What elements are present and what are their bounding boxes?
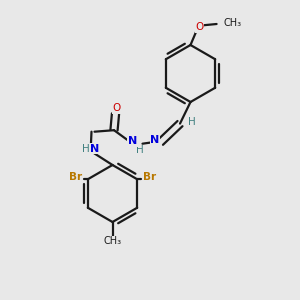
Text: O: O <box>195 22 204 32</box>
Text: N: N <box>128 136 137 146</box>
Text: CH₃: CH₃ <box>223 18 241 28</box>
Text: N: N <box>151 135 160 145</box>
Text: CH₃: CH₃ <box>103 236 122 247</box>
Text: H: H <box>188 117 196 127</box>
Text: H: H <box>136 145 144 155</box>
Text: Br: Br <box>69 172 82 182</box>
Text: Br: Br <box>143 172 156 182</box>
Text: H: H <box>82 144 90 154</box>
Text: O: O <box>112 103 121 113</box>
Text: N: N <box>90 144 99 154</box>
